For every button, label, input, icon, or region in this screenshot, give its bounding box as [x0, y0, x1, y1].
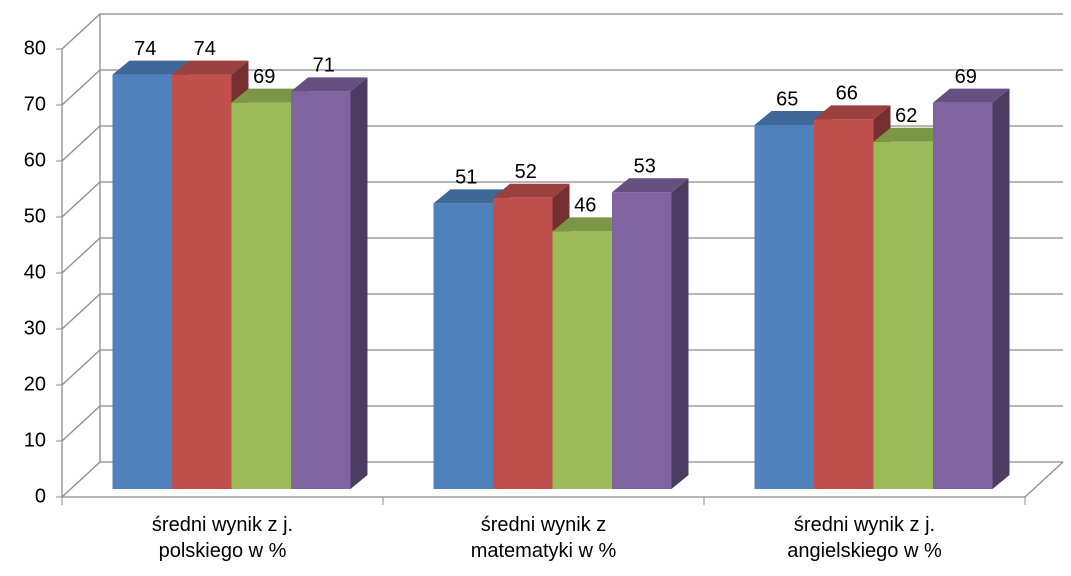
data-label: 53 [634, 155, 656, 177]
y-tick-label: 20 [24, 373, 46, 395]
bar-top [291, 77, 368, 92]
bar-top [814, 105, 891, 120]
bar-top [933, 88, 1010, 103]
data-label: 74 [134, 38, 156, 60]
bar-top [612, 178, 689, 193]
data-label: 51 [455, 167, 477, 189]
bar-top [754, 111, 831, 125]
data-label: 62 [895, 105, 917, 127]
data-label: 65 [776, 88, 798, 110]
data-label: 71 [313, 55, 335, 77]
bar [814, 119, 874, 490]
y-tick-label: 0 [35, 485, 46, 507]
data-label: 46 [574, 195, 596, 217]
y-tick-label: 10 [24, 429, 46, 451]
bar-top [552, 217, 629, 232]
y-tick-label: 30 [24, 317, 46, 339]
bar-side [350, 77, 368, 490]
bar [493, 197, 553, 490]
bar [873, 141, 933, 490]
bar [231, 102, 291, 489]
data-label: 69 [955, 66, 977, 88]
bar [172, 74, 232, 489]
bar [291, 91, 351, 490]
bar-top [433, 189, 510, 204]
data-label: 69 [253, 66, 275, 88]
y-tick-label: 70 [24, 93, 46, 115]
data-label: 66 [836, 83, 858, 105]
bar-top [493, 183, 570, 198]
bar-top [112, 60, 189, 75]
bar [552, 231, 612, 489]
bar [112, 74, 172, 489]
bar-top [231, 88, 308, 103]
bar-side [671, 178, 689, 489]
y-tick-label: 60 [24, 149, 46, 171]
x-tick-label: średni wynik z j. angielskiego w % [787, 514, 942, 562]
bar [933, 102, 993, 489]
y-tick-label: 80 [24, 37, 46, 59]
x-tick-label: średni wynik z j. polskiego w % [151, 514, 294, 562]
bar-side [992, 88, 1010, 489]
bar [612, 192, 672, 489]
bar-top [172, 60, 249, 75]
data-label: 74 [194, 38, 216, 60]
bar [754, 125, 814, 489]
bar [433, 203, 493, 489]
y-tick-label: 50 [24, 205, 46, 227]
bar-top [873, 127, 950, 142]
data-label: 52 [515, 161, 537, 183]
y-tick-label: 40 [24, 261, 46, 283]
x-tick-label: średni wynik z matematyki w % [470, 514, 617, 562]
